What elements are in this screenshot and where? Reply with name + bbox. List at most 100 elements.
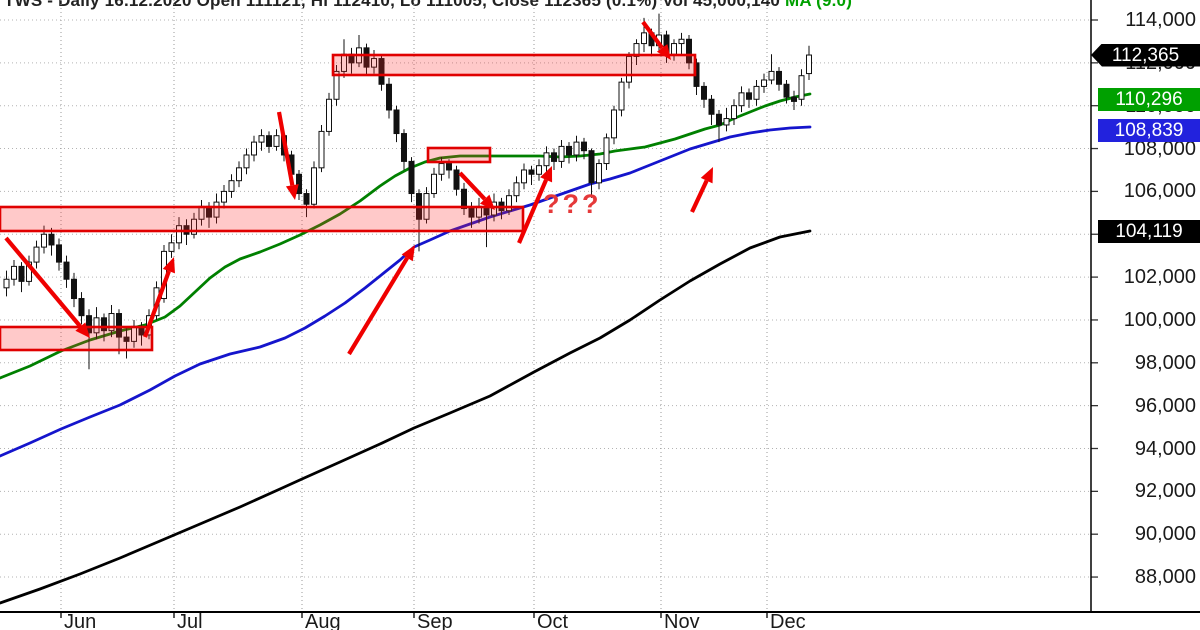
candle-body: [401, 133, 407, 162]
ma-slow-badge: 104,119: [1098, 220, 1200, 244]
candle-body: [641, 32, 647, 45]
candle-body: [48, 233, 55, 246]
candle-body: [746, 92, 752, 100]
candle-body: [761, 79, 767, 87]
candle-body: [701, 85, 707, 100]
candle-body: [18, 265, 25, 282]
candle-body: [176, 225, 182, 244]
arrow-oct-up-head: [540, 166, 553, 183]
candle-body: [551, 152, 557, 162]
candle-body: [461, 188, 467, 210]
candle-body: [101, 317, 107, 332]
candle-body: [566, 145, 572, 156]
ma-fast-badge: 110,296: [1098, 87, 1200, 111]
candle-body: [386, 83, 392, 111]
arrow-nov-down: [641, 20, 664, 50]
candle-body: [251, 141, 257, 156]
candle-body: [753, 85, 760, 100]
arrow-nov-up-head: [700, 167, 713, 184]
candle-body: [558, 145, 565, 162]
ma-medium-blue: [0, 125, 812, 458]
small-zone-107k: [426, 146, 492, 164]
price-tick-label: 100,000: [1123, 308, 1196, 331]
chart-title-text: TWS - Daily 16.12.2020 Open 111121, Hi 1…: [4, 0, 781, 10]
price-tick-label: 114,000: [1125, 9, 1196, 31]
candle-body: [506, 195, 512, 212]
candle-body: [393, 109, 400, 135]
month-label: Dec: [770, 611, 806, 630]
candle-body: [236, 167, 242, 182]
month-label: Nov: [664, 611, 700, 630]
candle-body: [431, 173, 437, 195]
arrow-sep-down: [458, 171, 487, 201]
candle-body: [266, 135, 272, 147]
arrow-jun-down-head: [75, 322, 90, 338]
ma-slow-black: [0, 229, 812, 605]
candle-body: [633, 43, 640, 57]
candle-body: [723, 118, 730, 126]
candle-body: [678, 38, 685, 45]
candle-body: [716, 113, 722, 126]
candle-body: [26, 261, 32, 282]
price-tick-label: 88,000: [1134, 566, 1196, 589]
candle-body: [611, 109, 617, 139]
candle-body: [438, 163, 445, 175]
month-label: Aug: [305, 611, 341, 630]
candle-body: [738, 92, 745, 107]
candle-body: [213, 201, 220, 218]
candle-body: [78, 298, 85, 317]
candle-body: [798, 75, 805, 100]
arrow-nov-down-head: [656, 44, 671, 60]
arrow-sep-up: [347, 256, 410, 356]
price-tick-label: 102,000: [1123, 266, 1196, 289]
candle-body: [243, 154, 250, 169]
candle-body: [768, 70, 775, 81]
candle-body: [228, 180, 235, 192]
candle-body: [108, 313, 115, 332]
month-label: Oct: [537, 611, 569, 630]
candle-body: [521, 169, 527, 184]
candle-body: [41, 233, 47, 248]
candle-body: [536, 165, 542, 175]
candle-body: [468, 208, 475, 218]
candle-body: [296, 173, 302, 195]
chart-title: TWS - Daily 16.12.2020 Open 111121, Hi 1…: [4, 0, 852, 11]
candle-body: [273, 135, 280, 147]
candle-body: [806, 54, 812, 75]
arrow-sep-down-head: [479, 194, 495, 210]
month-label: Jun: [64, 611, 97, 630]
price-tick-label: 108,000: [1123, 137, 1196, 160]
candle-body: [543, 152, 550, 167]
question-marks-annotation: ???: [543, 189, 602, 219]
arrow-oct-up: [517, 178, 549, 244]
candle-body: [63, 261, 70, 280]
candle-body: [168, 242, 175, 252]
candle-body: [378, 58, 385, 85]
price-tick-label: 90,000: [1134, 523, 1196, 546]
candle-body: [11, 265, 17, 280]
resistance-zone-112k: [331, 53, 697, 77]
candle-body: [116, 313, 122, 338]
price-tick-label: 92,000: [1134, 480, 1196, 503]
candle-body: [581, 141, 587, 152]
candle-body: [371, 58, 377, 68]
arrow-sep-up-head: [401, 245, 415, 262]
arrow-jun-up: [143, 270, 171, 338]
candle-body: [311, 167, 317, 205]
ma-fast-green: [0, 92, 812, 380]
candle-body: [333, 70, 340, 100]
month-label: Jul: [177, 611, 203, 630]
candle-body: [453, 169, 460, 190]
candle-body: [326, 98, 332, 132]
candle-body: [731, 105, 737, 120]
candle-body: [93, 317, 100, 334]
last-price-badge: 112,365: [1091, 43, 1200, 67]
arrow-nov-up: [690, 179, 709, 213]
ma-medium-badge: 108,839: [1098, 119, 1200, 143]
candle-body: [528, 169, 535, 175]
candle-body: [408, 160, 415, 195]
candle-body: [56, 244, 62, 263]
candle-body: [71, 278, 77, 300]
candle-body: [573, 141, 580, 156]
